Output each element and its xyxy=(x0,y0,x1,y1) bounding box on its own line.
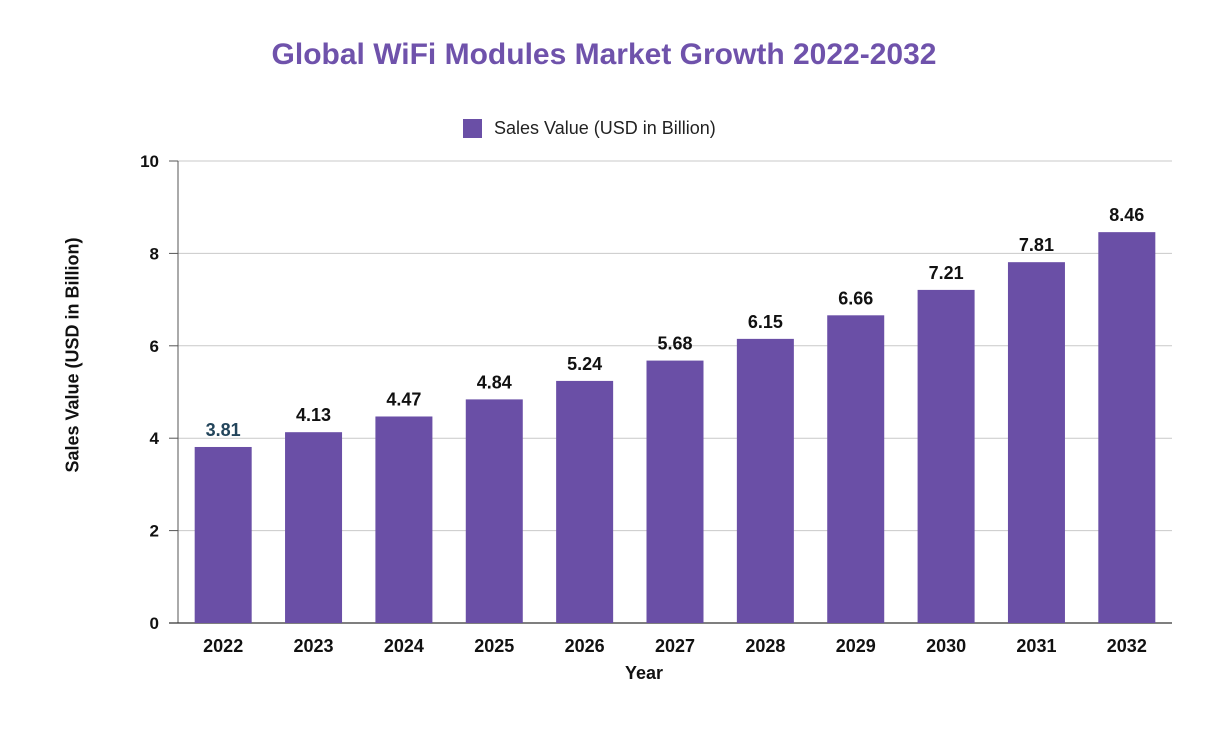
bar xyxy=(827,315,885,623)
x-tick-label: 2024 xyxy=(384,636,424,656)
bar xyxy=(646,360,704,623)
x-tick-label: 2030 xyxy=(926,636,966,656)
x-tick-label: 2031 xyxy=(1016,636,1056,656)
legend-swatch xyxy=(463,118,482,138)
data-label: 4.13 xyxy=(296,405,331,425)
bar xyxy=(285,432,343,623)
x-axis-title: Year xyxy=(624,663,664,683)
bar xyxy=(1007,262,1065,623)
data-label: 6.15 xyxy=(748,312,783,332)
bar xyxy=(917,289,975,623)
legend-label: Sales Value (USD in Billion) xyxy=(494,117,716,138)
x-tick-label: 2025 xyxy=(474,636,514,656)
bar xyxy=(1098,232,1156,623)
bar xyxy=(736,338,794,623)
x-tick-label: 2028 xyxy=(745,636,785,656)
x-tick-label: 2027 xyxy=(655,636,695,656)
y-tick-label: 0 xyxy=(150,614,159,633)
data-label: 7.81 xyxy=(1019,235,1054,255)
bar xyxy=(556,380,614,623)
x-tick-label: 2023 xyxy=(294,636,334,656)
x-tick-label: 2029 xyxy=(836,636,876,656)
legend: Sales Value (USD in Billion) xyxy=(463,116,716,140)
data-label: 3.81 xyxy=(206,420,241,440)
bar xyxy=(194,446,252,623)
data-label: 4.84 xyxy=(477,372,512,392)
data-label: 5.24 xyxy=(567,354,602,374)
data-label: 5.68 xyxy=(657,334,692,354)
y-tick-label: 2 xyxy=(150,522,159,541)
x-tick-label: 2022 xyxy=(203,636,243,656)
x-tick-label: 2032 xyxy=(1107,636,1147,656)
data-label: 6.66 xyxy=(838,288,873,308)
chart-title: Global WiFi Modules Market Growth 2022-2… xyxy=(271,38,937,71)
y-tick-label: 10 xyxy=(140,152,159,171)
y-tick-label: 4 xyxy=(150,429,160,448)
data-label: 8.46 xyxy=(1109,205,1144,225)
y-tick-label: 6 xyxy=(150,337,159,356)
x-tick-label: 2026 xyxy=(565,636,605,656)
data-label: 4.47 xyxy=(386,389,421,409)
data-label: 7.21 xyxy=(929,263,964,283)
y-tick-label: 8 xyxy=(150,244,159,263)
bar xyxy=(375,416,433,623)
bar xyxy=(465,399,523,623)
